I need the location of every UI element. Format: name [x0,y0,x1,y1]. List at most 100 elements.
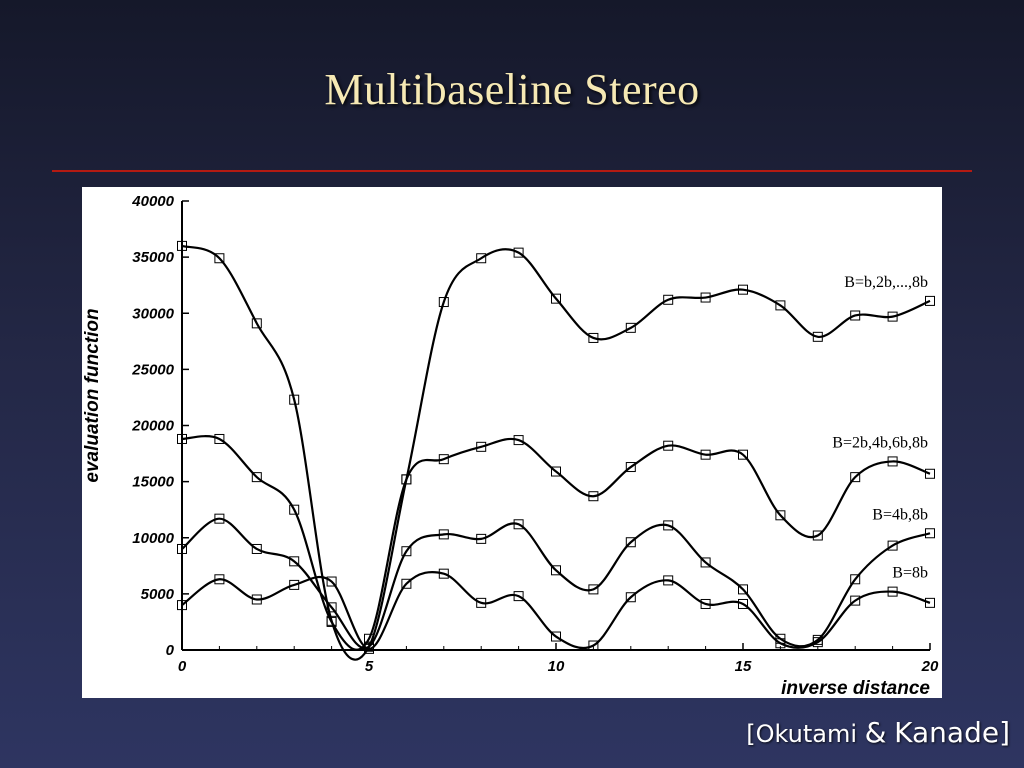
series-label: B=8b [892,565,928,582]
y-tick-label: 0 [166,642,175,659]
data-point-marker [401,474,412,485]
data-point-marker [401,546,412,557]
data-point-marker [850,574,861,585]
data-point-marker [738,449,748,460]
series-line-3 [181,517,931,650]
citation-open: [Okutami [746,720,858,748]
data-point-marker [588,491,599,502]
title-divider [52,170,972,172]
data-point-marker [364,633,374,644]
data-point-marker [177,433,187,444]
data-point-marker [476,441,487,452]
data-point-marker [551,631,561,642]
x-tick-label: 20 [921,658,939,675]
y-tick-label: 25000 [131,361,174,378]
data-point-marker [588,640,599,651]
data-point-marker [925,597,935,608]
data-point-marker [738,284,748,295]
series-label: B=2b,4b,6b,8b [832,434,928,451]
data-point-marker [438,454,449,465]
data-point-marker [214,253,225,264]
data-point-marker [663,520,674,531]
y-tick-label: 20000 [131,418,174,435]
data-point-marker [214,513,225,524]
data-point-marker [663,575,674,586]
x-axis-title: inverse distance [781,678,930,698]
data-point-marker [513,591,524,602]
chart-axes: 0 5000 10000 15000 20000 25000 30000 35000 40000… [82,193,939,698]
data-point-marker [289,394,300,405]
series-label: B=4b,8b [872,506,928,523]
data-point-marker [812,331,823,342]
series-line-1 [181,244,931,661]
y-tick-label: 40000 [131,193,174,210]
data-point-marker [438,568,449,579]
data-point-marker [700,598,711,609]
data-point-marker [251,472,262,483]
data-point-marker [364,643,374,654]
data-point-marker [887,540,898,551]
data-point-marker [700,292,711,303]
y-tick-label: 15000 [132,474,174,491]
data-point-marker [850,310,861,321]
data-point-marker [850,472,861,483]
data-point-marker [438,529,449,540]
y-tick-label: 5000 [141,586,175,603]
data-point-marker [625,537,636,548]
data-point-marker [214,574,225,585]
data-point-marker [289,504,300,515]
chart-labels: B=b,2b,...,8b B=2b,4b,6b,8b B=4b,8b B=8b [832,274,928,582]
x-tick-label: 10 [548,658,565,675]
data-point-marker [625,462,636,473]
data-point-marker [251,318,262,329]
data-point-marker [326,616,337,627]
y-tick-label: 10000 [132,530,174,547]
data-point-marker [925,295,935,306]
slide-title: Multibaseline Stereo [324,65,700,114]
data-point-marker [289,579,300,590]
citation: [Okutami & Kanade] [746,716,1010,749]
data-point-marker [513,247,524,258]
y-tick-label: 30000 [132,305,174,322]
y-axis-title: evaluation function [82,308,103,482]
data-point-marker [177,543,187,554]
data-point-marker [775,510,786,521]
data-point-marker [663,294,674,305]
data-point-marker [775,300,786,311]
data-point-marker [850,595,861,606]
data-point-marker [551,565,561,576]
citation-close: Kanade] [894,716,1010,749]
data-point-marker [588,584,599,595]
data-point-marker [738,598,748,609]
data-point-marker [812,637,823,648]
chart-panel: 0 5000 10000 15000 20000 25000 30000 35000 40000… [82,187,942,698]
data-point-marker [177,600,187,611]
data-point-marker [738,584,748,595]
data-point-marker [625,322,636,333]
data-point-marker [177,240,187,251]
data-point-marker [887,456,898,467]
y-tick-label: 35000 [132,249,174,266]
data-point-marker [214,433,225,444]
data-point-marker [812,530,823,541]
data-point-marker [551,466,561,477]
data-point-marker [438,297,449,308]
data-point-marker [925,528,935,539]
data-point-marker [775,638,786,649]
evaluation-function-chart: 0 5000 10000 15000 20000 25000 30000 35000 40000… [82,193,939,698]
data-point-marker [326,576,337,587]
data-point-marker [401,578,412,589]
data-point-marker [700,557,711,568]
data-point-marker [551,293,561,304]
chart-series [181,244,931,661]
data-point-marker [887,311,898,322]
data-point-marker [588,332,599,343]
data-point-marker [251,543,262,554]
data-point-marker [887,586,898,597]
data-point-marker [289,556,300,567]
data-point-marker [476,597,487,608]
data-point-marker [625,592,636,603]
data-point-marker [925,468,935,479]
chart-markers [177,240,935,654]
data-point-marker [700,449,711,460]
